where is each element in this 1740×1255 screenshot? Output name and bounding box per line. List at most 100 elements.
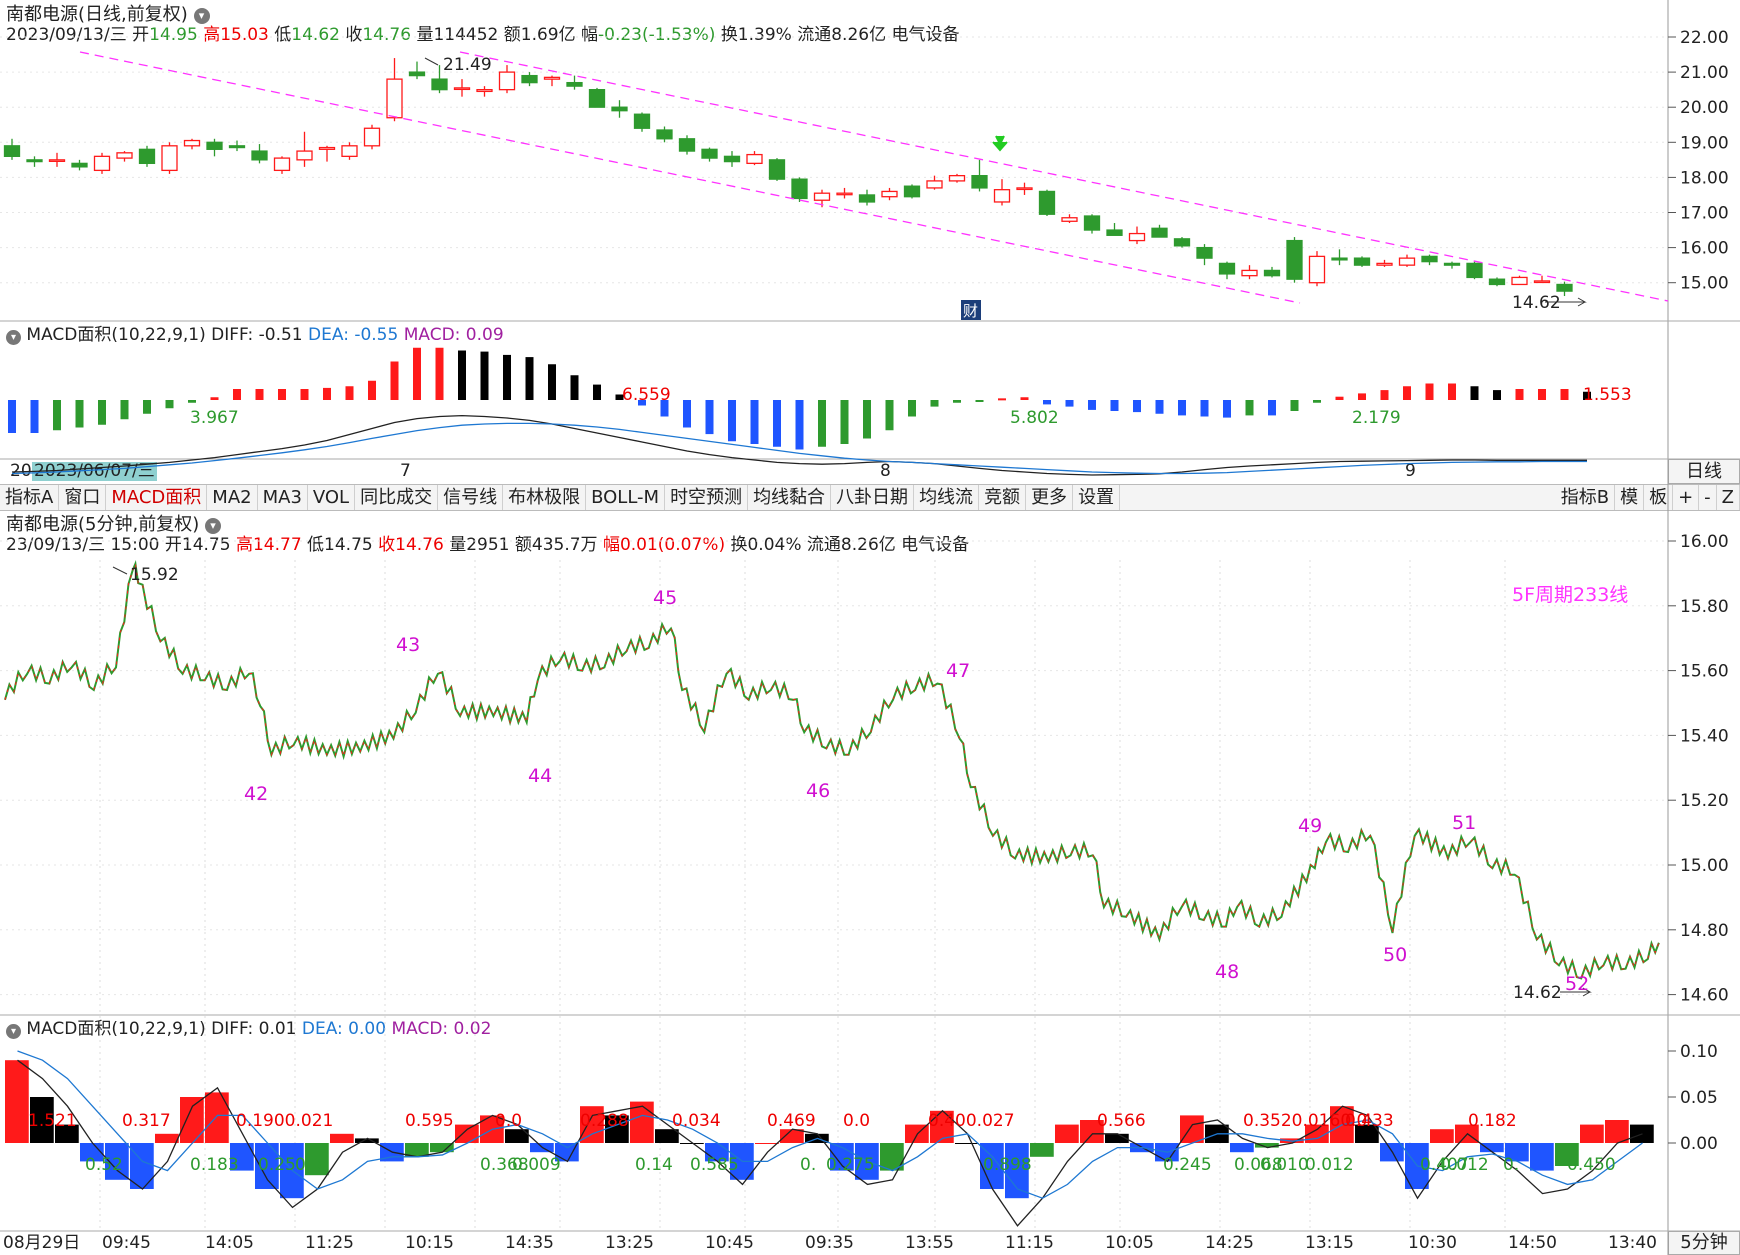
candle-body — [611, 106, 628, 112]
macd-bar — [1555, 1143, 1579, 1166]
macd-area-label: 0.288 — [580, 1111, 629, 1131]
toolbar-item[interactable]: 均线流 — [914, 485, 980, 510]
toolbar-item[interactable]: 更多 — [1026, 485, 1074, 510]
macd-bar — [975, 400, 984, 402]
candle-body — [476, 89, 493, 93]
intraday-period-button[interactable]: 5分钟 — [1668, 1231, 1740, 1255]
candle-body — [251, 150, 268, 161]
time-axis-label: 14:50 — [1508, 1233, 1557, 1253]
date-axis-prefix: 20 — [10, 461, 32, 481]
toolbar-item[interactable]: 八卦日期 — [831, 485, 915, 510]
toolbar-item[interactable]: 均线黏合 — [748, 485, 832, 510]
chevron-down-icon[interactable]: ▾ — [6, 1024, 21, 1039]
daily-date-axis: 20 2023/06/07/三 7 8 9 — [0, 460, 1668, 482]
y-tick-label: 15.00 — [1680, 856, 1729, 876]
time-axis-label: 11:15 — [1005, 1233, 1054, 1253]
date-cursor-label: 2023/06/07/三 — [32, 461, 157, 481]
candle-body — [948, 174, 966, 182]
wave-count-label: 51 — [1452, 812, 1476, 834]
high-price-label: 15.92 — [130, 565, 179, 585]
wave-count-label: 49 — [1298, 815, 1322, 837]
sector: 电气设备 — [891, 25, 960, 45]
macd-bar — [630, 1101, 654, 1143]
daily-period-button[interactable]: 日线 — [1668, 459, 1740, 484]
daily-chart-title: 南都电源(日线,前复权) ▾ — [6, 6, 210, 24]
macd-bar — [955, 1143, 979, 1144]
close-value: 14.76 — [395, 535, 444, 555]
macd-bar — [80, 1143, 104, 1162]
high-marker — [424, 57, 439, 66]
wave-count-label: 46 — [806, 780, 830, 802]
macd-bar — [323, 387, 331, 400]
macd-bar — [1580, 1124, 1604, 1143]
macd-bar — [525, 357, 534, 400]
macd-bar — [355, 1138, 379, 1143]
macd-bar — [773, 400, 781, 447]
toolbar-right-item[interactable]: 模 — [1615, 485, 1645, 510]
toolbar-right-item[interactable]: 指标B — [1556, 485, 1616, 510]
daily-diff-line — [11, 414, 1587, 476]
intraday-time-axis: 08月29日 09:45 14:05 11:25 10:15 14:35 13:25 10:4… — [0, 1231, 1668, 1255]
intraday-chart-title: 南都电源(5分钟,前复权) ▾ — [6, 516, 221, 534]
toolbar-item[interactable]: MA2 — [207, 485, 258, 510]
macd-bar — [345, 386, 354, 400]
wave-count-label: 42 — [244, 783, 268, 805]
macd-area-label: 0.0 — [843, 1111, 870, 1131]
macd-area-label: 0.400.027 — [928, 1111, 1015, 1131]
toolbar-item[interactable]: 同比成交 — [355, 485, 439, 510]
vol-label: 量 — [416, 25, 434, 45]
y-tick-label: 14.60 — [1680, 986, 1729, 1006]
low-value: 14.62 — [291, 25, 340, 45]
macd-bar — [255, 1143, 279, 1189]
toolbar-right-item[interactable]: + — [1673, 485, 1700, 510]
chevron-down-icon[interactable]: ▾ — [193, 8, 210, 24]
candle-body — [566, 81, 583, 87]
y-tick-label: 19.00 — [1680, 133, 1729, 153]
low-price-label: 14.62 — [1512, 293, 1561, 313]
toolbar-item[interactable]: 窗口 — [59, 485, 107, 510]
toolbar-item[interactable]: VOL — [308, 485, 356, 510]
toolbar-item[interactable]: 时空预测 — [665, 485, 749, 510]
macd-bar — [953, 400, 961, 403]
macd-area-label: 0.1900.021 — [236, 1111, 333, 1131]
chevron-down-icon[interactable]: ▾ — [204, 518, 221, 534]
macd-bar — [1088, 400, 1096, 410]
candle-body — [1128, 232, 1146, 242]
toolbar-item[interactable]: 指标A — [0, 485, 60, 510]
macd-bar — [1178, 400, 1186, 416]
toolbar-right-item[interactable]: Z — [1717, 485, 1740, 510]
macd-area-label: 0.433 — [1345, 1111, 1394, 1131]
turnover: 换0.04% — [730, 535, 802, 555]
macd-bar — [105, 1143, 129, 1180]
toolbar-item[interactable]: BOLL-M — [586, 485, 666, 510]
toolbar-item[interactable]: 竞额 — [979, 485, 1027, 510]
candle-body — [498, 71, 516, 91]
y-tick-label: 15.20 — [1680, 791, 1729, 811]
macd-area-label: 0.407 — [1420, 1155, 1469, 1175]
toolbar-item[interactable]: MACD面积 — [106, 485, 208, 510]
macd-area-label: 0.183 — [190, 1155, 239, 1175]
cai-badge — [961, 300, 981, 320]
macd-bar — [728, 400, 736, 442]
macd-bar — [98, 400, 106, 425]
low-arrow — [1560, 987, 1592, 997]
macd-bar — [705, 400, 714, 435]
macd-bar — [1515, 389, 1524, 400]
chevron-down-icon[interactable]: ▾ — [6, 330, 21, 345]
toolbar-item[interactable]: 设置 — [1073, 485, 1121, 510]
toolbar-item[interactable]: MA3 — [258, 485, 308, 510]
macd-bar — [1020, 397, 1029, 400]
macd-bar — [1200, 400, 1209, 417]
time-axis-label: 13:55 — [905, 1233, 954, 1253]
y-tick-label: 15.40 — [1680, 726, 1729, 746]
candle-body — [318, 146, 336, 150]
toolbar-item[interactable]: 信号线 — [438, 485, 504, 510]
candle-body — [633, 113, 651, 129]
candle-body — [1286, 239, 1303, 280]
toolbar-right-item[interactable]: 板 — [1644, 485, 1674, 510]
toolbar-item[interactable]: 布林极限 — [503, 485, 587, 510]
toolbar-right-item[interactable]: - — [1699, 485, 1717, 510]
macd-bar — [998, 398, 1006, 401]
macd-bar — [1268, 400, 1276, 416]
y-tick-label: 17.00 — [1680, 204, 1729, 224]
